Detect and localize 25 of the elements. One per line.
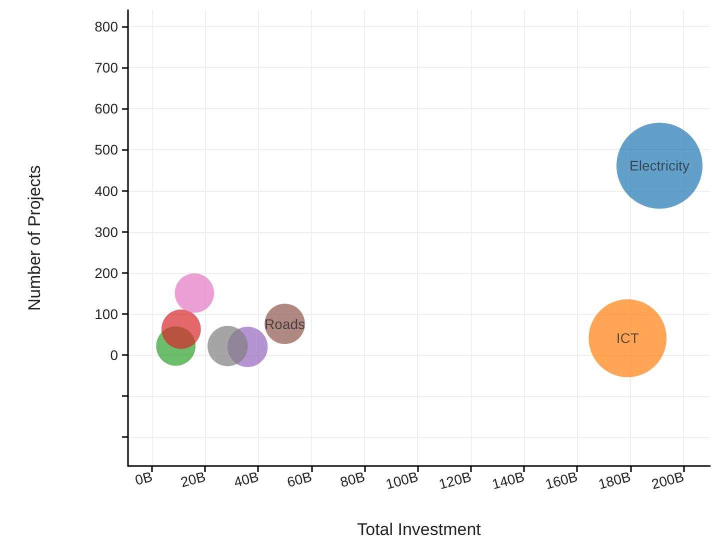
- y-tick-label: 100: [94, 306, 118, 322]
- x-tick-label: 80B: [338, 468, 367, 490]
- series-label: Electricity: [630, 158, 690, 174]
- series-label: Roads: [264, 316, 306, 332]
- x-tick-label: 20B: [178, 468, 208, 490]
- y-tick-label: 700: [94, 60, 118, 76]
- y-tick-label: 200: [94, 264, 118, 281]
- x-tick-label: 60B: [285, 468, 314, 490]
- x-tick-label: 200B: [650, 468, 686, 492]
- x-tick-label: 40B: [232, 468, 260, 490]
- y-tick-label: 0: [110, 347, 118, 364]
- x-tick-label: 160B: [543, 468, 580, 492]
- y-tick-label: 600: [94, 100, 118, 117]
- y-tick-label: 300: [94, 224, 118, 240]
- x-tick-label: 140B: [490, 468, 526, 492]
- x-tick-label: 120B: [437, 468, 473, 492]
- x-axis-title: Total Investment: [357, 520, 482, 539]
- y-axis-title: Number of Projects: [25, 165, 44, 311]
- y-tick-label: 800: [94, 18, 118, 34]
- y-tick-label: 500: [94, 142, 118, 158]
- y-tick-label: 400: [94, 182, 118, 199]
- series-label: ICT: [616, 330, 640, 346]
- x-tick-label: 180B: [596, 468, 632, 492]
- x-tick-label: 0B: [133, 468, 154, 488]
- x-tick-label: 100B: [384, 468, 420, 492]
